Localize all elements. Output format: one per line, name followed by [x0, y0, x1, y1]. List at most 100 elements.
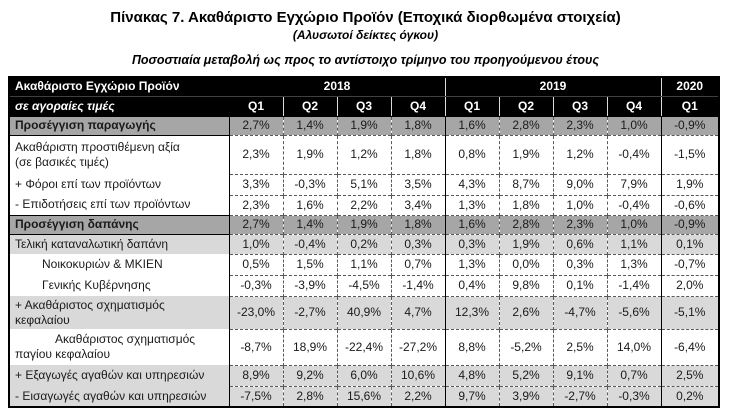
- value-cell: 1,0%: [607, 214, 662, 234]
- value-cell: 1,6%: [445, 115, 500, 135]
- value-cell: 2,0%: [661, 274, 719, 296]
- table-row: + Εξαγωγές αγαθών και υπηρεσιών 8,9% 9,2…: [9, 364, 719, 386]
- row-label: Γενικής Κυβέρνησης: [9, 275, 230, 296]
- value-cell: 4,8%: [445, 364, 500, 386]
- value-cell: 2,8%: [499, 115, 554, 135]
- table-row: Ακαθάριστος σχηματισμός παγίου κεφαλαίου…: [9, 328, 719, 365]
- row-label: Ακαθάριστος σχηματισμός παγίου κεφαλαίου: [9, 329, 230, 365]
- value-cell: 2,2%: [391, 385, 446, 407]
- year-header-2019: 2019: [445, 77, 662, 97]
- quarter-header: Q2: [283, 96, 338, 117]
- value-cell: -0,4%: [607, 194, 662, 215]
- value-cell: 0,5%: [229, 253, 284, 275]
- value-cell: 0,8%: [445, 134, 500, 174]
- value-cell: 2,3%: [229, 194, 284, 215]
- value-cell: 9,2%: [283, 364, 338, 386]
- table-row: Νοικοκυριών & ΜΚΙΕΝ 0,5% 1,5% 1,1% 0,7% …: [9, 253, 719, 275]
- value-cell: -6,4%: [661, 328, 719, 365]
- value-cell: 1,9%: [499, 233, 554, 254]
- value-cell: 1,5%: [283, 253, 338, 275]
- value-cell: 2,6%: [499, 295, 554, 329]
- value-cell: 2,3%: [229, 134, 284, 174]
- value-cell: 14,0%: [607, 328, 662, 365]
- value-cell: 1,1%: [607, 233, 662, 254]
- table-row: - Εισαγωγές αγαθών και υπηρεσιών -7,5% 2…: [9, 385, 719, 407]
- value-cell: 1,8%: [391, 115, 446, 135]
- value-cell: -0,4%: [283, 233, 338, 254]
- row-label: Νοικοκυριών & ΜΚΙΕΝ: [9, 254, 230, 275]
- value-cell: 0,3%: [391, 233, 446, 254]
- value-cell: 8,7%: [499, 173, 554, 195]
- value-cell: -0,3%: [607, 385, 662, 407]
- value-cell: 1,6%: [283, 194, 338, 215]
- value-cell: 4,3%: [445, 173, 500, 195]
- value-cell: 1,2%: [553, 134, 608, 174]
- value-cell: 1,0%: [229, 233, 284, 254]
- page-subtitle: (Αλυσωτοί δείκτες όγκου): [292, 28, 439, 42]
- value-cell: 4,7%: [391, 295, 446, 329]
- value-cell: 1,1%: [337, 253, 392, 275]
- value-cell: 0,1%: [553, 274, 608, 296]
- value-cell: 8,8%: [445, 328, 500, 365]
- value-cell: 9,1%: [553, 364, 608, 386]
- value-cell: 1,4%: [283, 115, 338, 135]
- value-cell: -22,4%: [337, 328, 392, 365]
- value-cell: -0,6%: [661, 194, 719, 215]
- table-row: Ακαθάριστη προστιθέμενη αξία (σε βασικές…: [9, 134, 719, 174]
- value-cell: -2,7%: [553, 385, 608, 407]
- value-cell: 1,6%: [445, 214, 500, 234]
- value-cell: -0,9%: [661, 115, 719, 135]
- value-cell: 1,3%: [607, 253, 662, 275]
- year-header-2018: 2018: [229, 77, 446, 97]
- value-cell: 2,2%: [337, 194, 392, 215]
- quarter-header: Q1: [661, 96, 719, 117]
- value-cell: 2,8%: [499, 214, 554, 234]
- table-row: Προσέγγιση παραγωγής 2,7% 1,4% 1,9% 1,8%…: [9, 115, 719, 136]
- value-cell: -5,2%: [499, 328, 554, 365]
- value-cell: -23,0%: [229, 295, 284, 329]
- value-cell: 1,8%: [499, 194, 554, 215]
- value-cell: 1,0%: [607, 115, 662, 135]
- row-label: - Επιδοτήσεις επί των προϊόντων: [9, 195, 230, 215]
- value-cell: -1,4%: [607, 274, 662, 296]
- row-label: Τελική καταναλωτική δαπάνη: [9, 234, 230, 254]
- value-cell: 1,3%: [445, 194, 500, 215]
- value-cell: 0,1%: [661, 233, 719, 254]
- value-cell: 1,9%: [337, 214, 392, 234]
- value-cell: 1,9%: [283, 134, 338, 174]
- value-cell: -1,4%: [391, 274, 446, 296]
- value-cell: 10,6%: [391, 364, 446, 386]
- value-cell: 2,5%: [661, 364, 719, 386]
- value-cell: 0,7%: [607, 364, 662, 386]
- row-label: Προσέγγιση παραγωγής: [9, 115, 230, 136]
- value-cell: -1,5%: [661, 134, 719, 174]
- title-block: Πίνακας 7. Ακαθάριστο Εγχώριο Προϊόν (Επ…: [0, 0, 731, 67]
- value-cell: -0,7%: [661, 253, 719, 275]
- value-cell: 0,3%: [553, 253, 608, 275]
- value-cell: 5,1%: [337, 173, 392, 195]
- value-cell: -2,7%: [283, 295, 338, 329]
- year-header-2020: 2020: [661, 77, 719, 97]
- value-cell: -27,2%: [391, 328, 446, 365]
- year-header-row: Ακαθάριστο Εγχώριο Προϊόν 2018 2019 2020: [9, 77, 719, 97]
- value-cell: 7,9%: [607, 173, 662, 195]
- quarter-header: Q1: [445, 96, 500, 117]
- value-cell: 1,9%: [499, 134, 554, 174]
- value-cell: 1,9%: [661, 173, 719, 195]
- value-cell: 8,9%: [229, 364, 284, 386]
- value-cell: 1,9%: [337, 115, 392, 135]
- table-row: Τελική καταναλωτική δαπάνη 1,0% -0,4% 0,…: [9, 233, 719, 254]
- table-row: - Επιδοτήσεις επί των προϊόντων 2,3% 1,6…: [9, 194, 719, 215]
- value-cell: 40,9%: [337, 295, 392, 329]
- quarter-header: Q3: [553, 96, 608, 117]
- quarter-header: Q2: [499, 96, 554, 117]
- value-cell: 0,6%: [553, 233, 608, 254]
- value-cell: -0,3%: [229, 274, 284, 296]
- value-cell: 1,8%: [391, 134, 446, 174]
- value-cell: 0,4%: [445, 274, 500, 296]
- value-cell: 2,3%: [553, 214, 608, 234]
- value-cell: 15,6%: [337, 385, 392, 407]
- value-cell: -7,5%: [229, 385, 284, 407]
- value-cell: -8,7%: [229, 328, 284, 365]
- page-title: Πίνακας 7. Ακαθάριστο Εγχώριο Προϊόν (Επ…: [110, 9, 621, 26]
